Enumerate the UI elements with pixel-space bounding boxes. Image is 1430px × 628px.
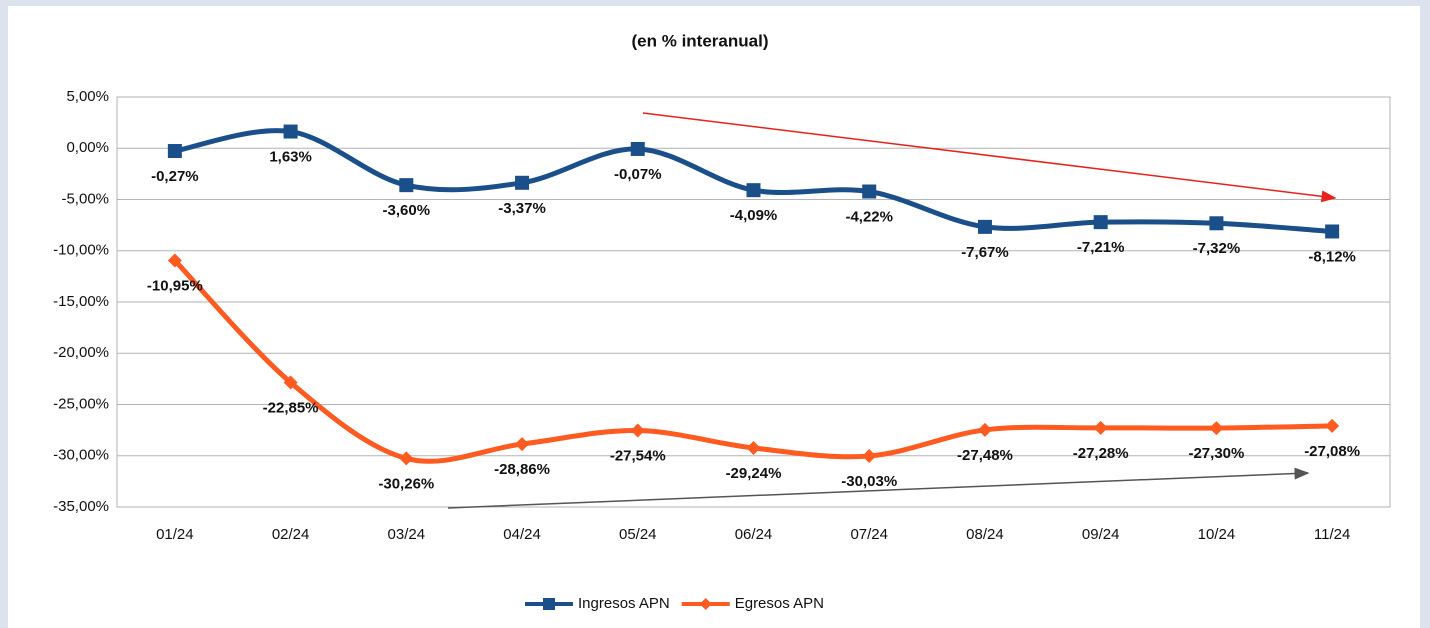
- point: [862, 449, 877, 464]
- x-tick-label: 05/24: [619, 526, 657, 543]
- panel: [8, 6, 1420, 628]
- x-tick-label: 07/24: [850, 526, 888, 543]
- x-tick-label: 03/24: [388, 526, 426, 543]
- point: [399, 451, 414, 466]
- point: [746, 183, 761, 198]
- point: [1209, 421, 1224, 436]
- point: [977, 219, 992, 234]
- point: [283, 124, 298, 139]
- data-label: -27,48%: [957, 447, 1013, 464]
- y-tick-label: 0,00%: [66, 139, 109, 156]
- data-label: -27,30%: [1188, 445, 1244, 462]
- data-label: -7,32%: [1193, 240, 1241, 257]
- trend-arrow: [447, 467, 1310, 509]
- point: [515, 175, 530, 190]
- y-tick-label: -20,00%: [53, 344, 109, 361]
- legend-label: Ingresos APN: [578, 595, 670, 612]
- legend-marker: [699, 598, 712, 610]
- data-label: -29,24%: [726, 465, 782, 482]
- x-tick-label: 09/24: [1082, 526, 1120, 543]
- x-tick-label: 11/24: [1314, 526, 1350, 543]
- point: [1093, 420, 1108, 435]
- y-tick-label: -35,00%: [53, 498, 109, 515]
- point: [630, 141, 645, 156]
- point: [862, 184, 877, 199]
- y-tick-label: -10,00%: [53, 242, 109, 259]
- data-label: -3,60%: [383, 202, 431, 219]
- x-tick-label: 06/24: [735, 526, 773, 543]
- point: [1209, 216, 1224, 231]
- x-tick-label: 02/24: [272, 526, 310, 543]
- legend-label: Egresos APN: [735, 595, 824, 612]
- data-label: -0,27%: [151, 168, 199, 185]
- data-label: -27,08%: [1304, 443, 1360, 460]
- plot-border: [116, 96, 1391, 508]
- point: [167, 253, 182, 268]
- point: [746, 440, 761, 455]
- data-label: -22,85%: [263, 399, 319, 416]
- data-label: -8,12%: [1308, 248, 1356, 265]
- data-label: -27,54%: [610, 448, 666, 465]
- data-label: -3,37%: [498, 200, 546, 217]
- y-tick-label: -5,00%: [61, 190, 109, 207]
- point: [515, 437, 530, 452]
- data-label: -7,21%: [1077, 239, 1125, 256]
- point: [399, 178, 414, 193]
- point: [283, 375, 298, 390]
- x-tick-label: 01/24: [156, 526, 194, 543]
- legend: Ingresos APN Egresos APN: [525, 595, 824, 612]
- data-label: -0,07%: [614, 166, 662, 183]
- series-line: [173, 258, 1333, 464]
- data-label: -10,95%: [147, 277, 203, 294]
- chart-title: (en % interanual): [632, 31, 769, 50]
- x-tick-label: 10/24: [1198, 526, 1236, 543]
- data-label: -30,26%: [378, 475, 434, 492]
- point: [1325, 418, 1340, 433]
- data-label: -7,67%: [961, 244, 1009, 261]
- point: [167, 144, 182, 159]
- x-tick-label: 08/24: [966, 526, 1004, 543]
- point: [1093, 215, 1108, 230]
- y-tick-label: -15,00%: [53, 293, 109, 310]
- data-label: -4,22%: [845, 208, 893, 225]
- point: [1325, 224, 1340, 239]
- point: [630, 423, 645, 438]
- y-tick-label: 5,00%: [66, 88, 109, 105]
- y-tick-label: -30,00%: [53, 447, 109, 464]
- x-tick-label: 04/24: [503, 526, 541, 543]
- trend-arrow: [642, 112, 1337, 203]
- point: [977, 422, 992, 437]
- data-label: -28,86%: [494, 461, 550, 478]
- data-label: 1,63%: [269, 149, 312, 166]
- legend-marker: [543, 598, 555, 610]
- data-label: -30,03%: [841, 473, 897, 490]
- data-label: -4,09%: [730, 207, 778, 224]
- data-label: -27,28%: [1073, 445, 1129, 462]
- y-tick-label: -25,00%: [53, 395, 109, 412]
